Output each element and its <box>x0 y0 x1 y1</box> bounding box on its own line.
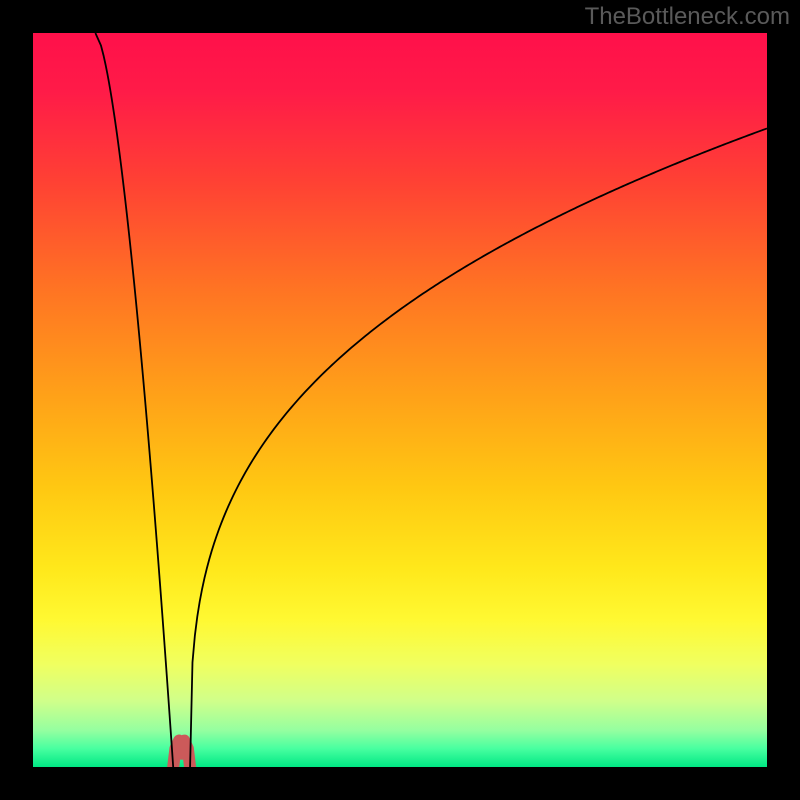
watermark-text: TheBottleneck.com <box>585 3 790 31</box>
bottleneck-chart <box>0 0 800 800</box>
gradient-background <box>33 33 767 767</box>
